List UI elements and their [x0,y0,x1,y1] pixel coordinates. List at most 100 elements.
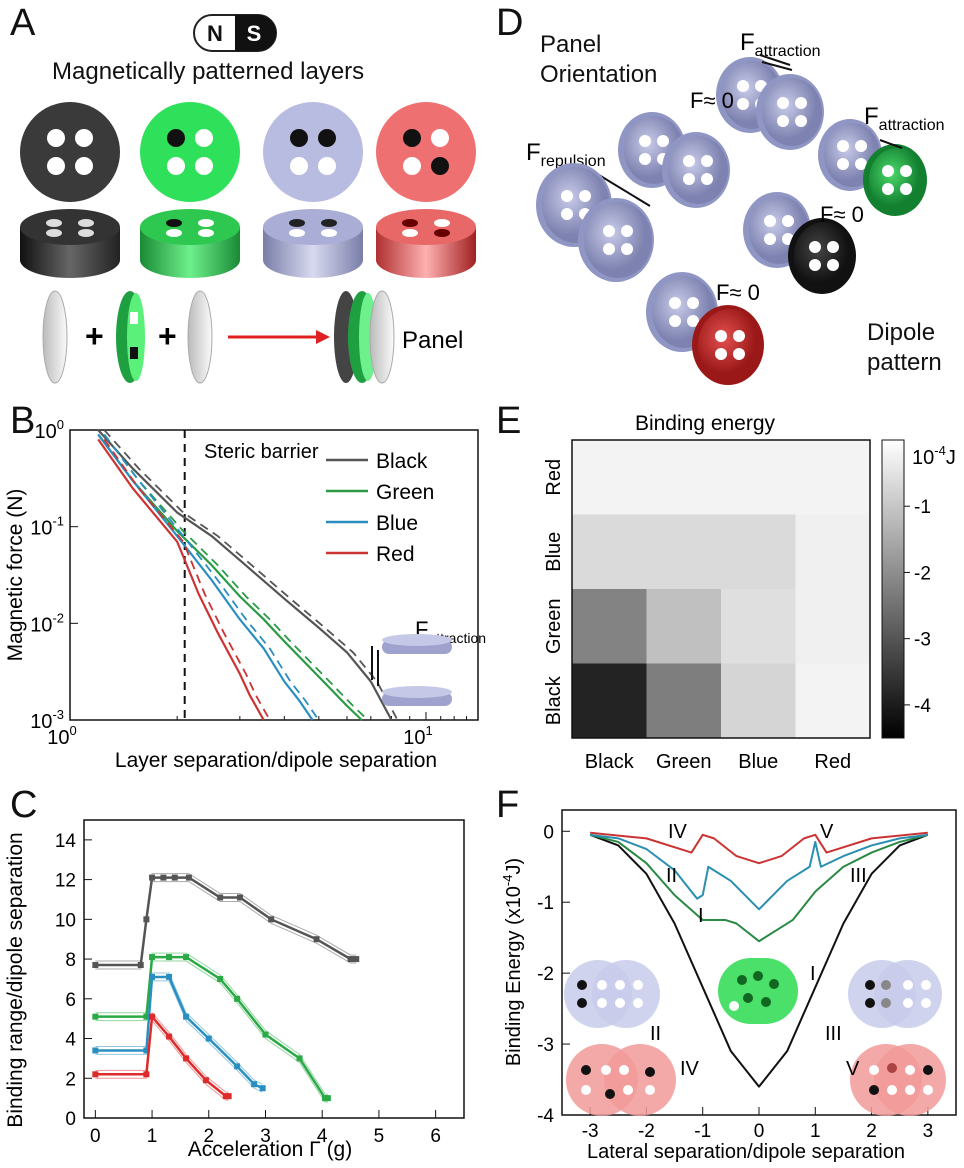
b-legend-label: Red [376,543,415,566]
e-cell [795,440,871,515]
panel-assembly: + + Panel [30,282,490,397]
c-point [171,874,178,881]
layer-3d-red [376,209,476,278]
panel-a-title: Magnetically patterned layers [52,58,365,85]
e-cell [572,440,647,515]
magnet-n-label: N [207,21,223,46]
c-point [92,1047,99,1054]
dipole-line1: Dipole [867,319,936,346]
c-ytick-label: 14 [55,831,77,852]
c-point [92,1013,99,1020]
b-series-green [97,433,363,721]
f-repulsion: Frepulsion [526,139,606,170]
e-cell [572,589,647,664]
c-band [95,881,357,970]
c-point [143,1013,150,1020]
e-cbar-tick-label: -2 [914,563,931,584]
f-roman-labels: IV V II III I I II III IV V [650,821,867,1080]
e-cell [721,440,796,515]
inset-iii [848,960,942,1028]
e-cell [795,663,871,739]
inset-i [718,958,798,1024]
panel-c-letter: C [10,784,38,826]
f-ylabel: Binding Energy (x10-4J) [500,858,525,1066]
c-point [149,874,156,881]
roman-i-curve: I [698,905,704,927]
e-cell [646,663,722,739]
c-point [185,874,192,881]
b-ylabel: Magnetic force (N) [4,489,27,662]
magnet-icon: N S [193,14,277,52]
e-col-label: Red [814,751,851,773]
e-col-label: Green [656,751,712,773]
b-series-black [97,429,393,721]
b-plot-frame [69,429,479,721]
f-xtick-label: -2 [638,1121,655,1142]
e-col-label: Black [585,751,635,773]
roman-v-top: V [820,821,834,843]
inset-iv [566,1044,676,1116]
pair-top [716,54,824,150]
b-fit-black [103,429,399,721]
roman-ii-top: II [666,865,677,887]
panel-a-letter: A [10,2,36,44]
c-xtick-label: 3 [260,1126,271,1147]
e-row-label: Red [543,459,565,496]
c-ylabel: Binding range/dipole separation [4,832,27,1127]
orientation-line1: Panel [540,31,602,58]
c-band [95,1019,229,1101]
b-series-red [97,438,265,721]
c-xtick-label: 0 [90,1126,101,1147]
c-point [202,1077,209,1084]
b-annotation-steric: Steric barrier [204,441,319,463]
c-point [268,916,275,923]
e-col-label: Blue [738,751,778,773]
pair-black [743,192,856,294]
roman-ii-inset: II [650,1023,661,1045]
panel-e-heatmap: Binding energy Red Blue Green Black Black Gre… [490,400,964,790]
c-point [234,995,241,1002]
layer-3d-blue [263,209,363,278]
c-point [166,954,173,961]
e-row-label: Black [543,675,565,725]
layer-top-red [376,102,476,202]
b-ytick-label: 10-3 [30,707,64,733]
panel-b-chart: 100 101 100 10-1 10-2 10-3 Magnetic force (N)… [0,410,490,785]
f-series [589,831,929,1088]
c-xtick-label: 1 [147,1126,158,1147]
c-xlabel: Acceleration Γ (g) [188,1138,352,1161]
white-cap-left [42,290,68,384]
c-point [251,1081,258,1088]
f-ytick-label: -2 [537,964,554,985]
perspective-layers [10,205,480,290]
f-ytick-label: -3 [537,1035,554,1056]
c-point [92,962,99,969]
e-cbar-tick-label: -3 [914,630,931,651]
e-cell [646,514,722,590]
c-point [183,1055,190,1062]
green-layer-side [116,291,145,383]
b-ytick-label: 100 [35,417,64,443]
plus-sign-2: + [158,318,177,354]
f-xtick-label: 0 [754,1121,765,1142]
c-point [143,1047,150,1054]
panel-c-chart: 0 1 2 3 4 5 6 0 2 4 6 8 10 12 14 Binding range/dipole … [0,790,490,1168]
roman-iv-top: IV [668,821,688,843]
e-labels: Red Blue Green Black Black Green Blue Red [543,459,851,773]
c-point [183,1013,190,1020]
b-ytick-label: 10-2 [30,610,64,636]
pair-red [646,272,764,385]
c-point [160,874,167,881]
c-band [95,873,357,962]
f-xtick-label: 3 [923,1121,934,1142]
f-xtick-label: -3 [582,1121,599,1142]
b-legend-label: Green [376,481,434,504]
plus-sign-1: + [85,318,104,354]
layer-top-black [20,102,120,202]
f-xtick-label: 1 [810,1121,821,1142]
f-insets [564,958,946,1116]
c-ytick-label: 4 [65,1030,76,1051]
c-series [92,873,360,1103]
pair-mid [618,112,730,208]
e-cell [721,589,796,664]
